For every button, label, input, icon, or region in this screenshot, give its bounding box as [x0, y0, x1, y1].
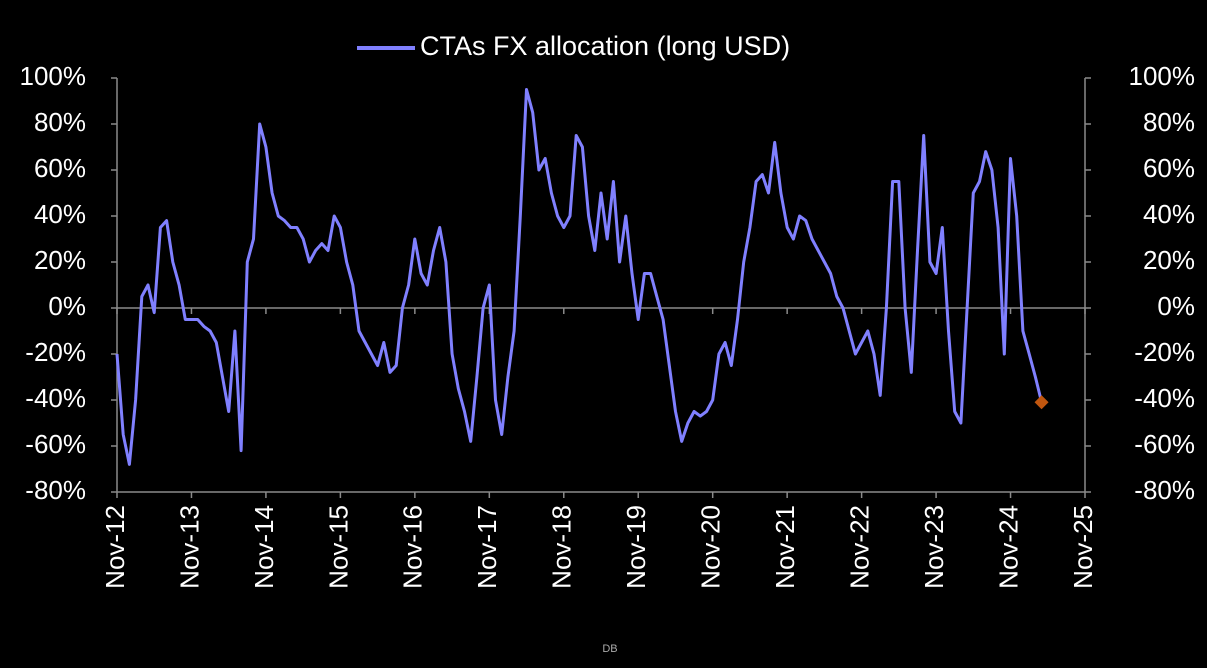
y-tick-label: 20%: [34, 245, 86, 275]
y-tick-label: 0%: [48, 291, 86, 321]
y2-tick-label: -40%: [1134, 383, 1195, 413]
x-tick-label: Nov-19: [621, 505, 651, 589]
series-line: [115, 88, 1044, 466]
x-tick-label: Nov-23: [919, 505, 949, 589]
y2-tick-label: 0%: [1157, 291, 1195, 321]
x-tick-label: Nov-13: [174, 505, 204, 589]
y-tick-label: -80%: [25, 475, 86, 505]
y-tick-label: 80%: [34, 107, 86, 137]
source: DB: [602, 643, 617, 655]
y-tick-label: 60%: [34, 153, 86, 183]
x-tick-label: Nov-21: [770, 505, 800, 589]
y-tick-label: -60%: [25, 429, 86, 459]
y2-tick-label: 20%: [1143, 245, 1195, 275]
x-tick-label: Nov-14: [249, 505, 279, 589]
y-tick-label: 40%: [34, 199, 86, 229]
x-tick-label: Nov-22: [844, 505, 874, 589]
x-tick-label: Nov-17: [472, 505, 502, 589]
last-point-marker: [1034, 395, 1049, 410]
x-tick-label: Nov-24: [993, 505, 1023, 589]
x-tick-label: Nov-12: [100, 505, 130, 589]
x-tick-label: Nov-25: [1068, 505, 1098, 589]
legend-label: CTAs FX allocation (long USD): [420, 31, 790, 61]
x-tick-label: Nov-18: [547, 505, 577, 589]
y2-tick-label: 100%: [1129, 61, 1196, 91]
x-tick-label: Nov-20: [696, 505, 726, 589]
y-tick-label: -20%: [25, 337, 86, 367]
y2-tick-label: -60%: [1134, 429, 1195, 459]
y2-tick-label: -20%: [1134, 337, 1195, 367]
y2-tick-label: -80%: [1134, 475, 1195, 505]
y2-tick-label: 80%: [1143, 107, 1195, 137]
y2-tick-label: 40%: [1143, 199, 1195, 229]
y2-tick-label: 60%: [1143, 153, 1195, 183]
x-tick-label: Nov-15: [323, 505, 353, 589]
y-tick-label: 100%: [20, 61, 87, 91]
x-tick-label: Nov-16: [398, 505, 428, 589]
y-tick-label: -40%: [25, 383, 86, 413]
